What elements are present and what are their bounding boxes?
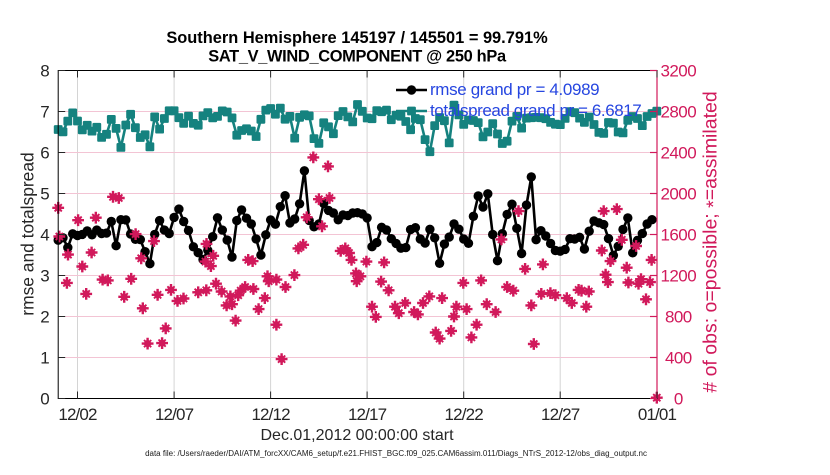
svg-text:4: 4 xyxy=(40,226,49,245)
svg-text:rmse and totalspread: rmse and totalspread xyxy=(18,152,38,315)
svg-text:2800: 2800 xyxy=(660,103,696,122)
svg-text:12/02: 12/02 xyxy=(58,405,97,424)
svg-text:6: 6 xyxy=(40,144,49,163)
svg-text:12/12: 12/12 xyxy=(251,405,290,424)
svg-text:01/01: 01/01 xyxy=(638,405,677,424)
svg-text:7: 7 xyxy=(40,103,49,122)
svg-text:Southern Hemisphere 145197 / 1: Southern Hemisphere 145197 / 145501 = 99… xyxy=(166,29,548,47)
svg-text:2400: 2400 xyxy=(660,144,696,163)
svg-text:1: 1 xyxy=(40,349,49,368)
svg-text:# of obs: o=possible; *=assimi: # of obs: o=possible; *=assimilated xyxy=(700,91,725,392)
svg-text:1600: 1600 xyxy=(660,226,696,245)
svg-text:1200: 1200 xyxy=(660,267,696,286)
svg-text:400: 400 xyxy=(665,349,692,368)
svg-text:data file: /Users/raeder/DAI/A: data file: /Users/raeder/DAI/ATM_forcXX/… xyxy=(145,449,647,458)
svg-text:0: 0 xyxy=(674,390,683,409)
svg-text:0: 0 xyxy=(40,390,49,409)
svg-text:12/07: 12/07 xyxy=(155,405,194,424)
svg-text:2: 2 xyxy=(40,308,49,327)
svg-text:5: 5 xyxy=(40,185,49,204)
svg-text:totalspread grand pr = 6.6817: totalspread grand pr = 6.6817 xyxy=(430,101,641,120)
svg-text:rmse grand pr = 4.0989: rmse grand pr = 4.0989 xyxy=(430,80,599,99)
svg-text:12/17: 12/17 xyxy=(348,405,387,424)
svg-text:3: 3 xyxy=(40,267,49,286)
svg-text:12/27: 12/27 xyxy=(541,405,580,424)
svg-text:2000: 2000 xyxy=(660,185,696,204)
svg-text:8: 8 xyxy=(40,62,49,81)
svg-text:Dec.01,2012 00:00:00 start: Dec.01,2012 00:00:00 start xyxy=(260,427,454,444)
svg-text:3200: 3200 xyxy=(660,62,696,81)
svg-text:12/22: 12/22 xyxy=(445,405,484,424)
svg-text:SAT_V_WIND_COMPONENT @ 250 hPa: SAT_V_WIND_COMPONENT @ 250 hPa xyxy=(208,48,507,66)
svg-text:800: 800 xyxy=(665,308,692,327)
